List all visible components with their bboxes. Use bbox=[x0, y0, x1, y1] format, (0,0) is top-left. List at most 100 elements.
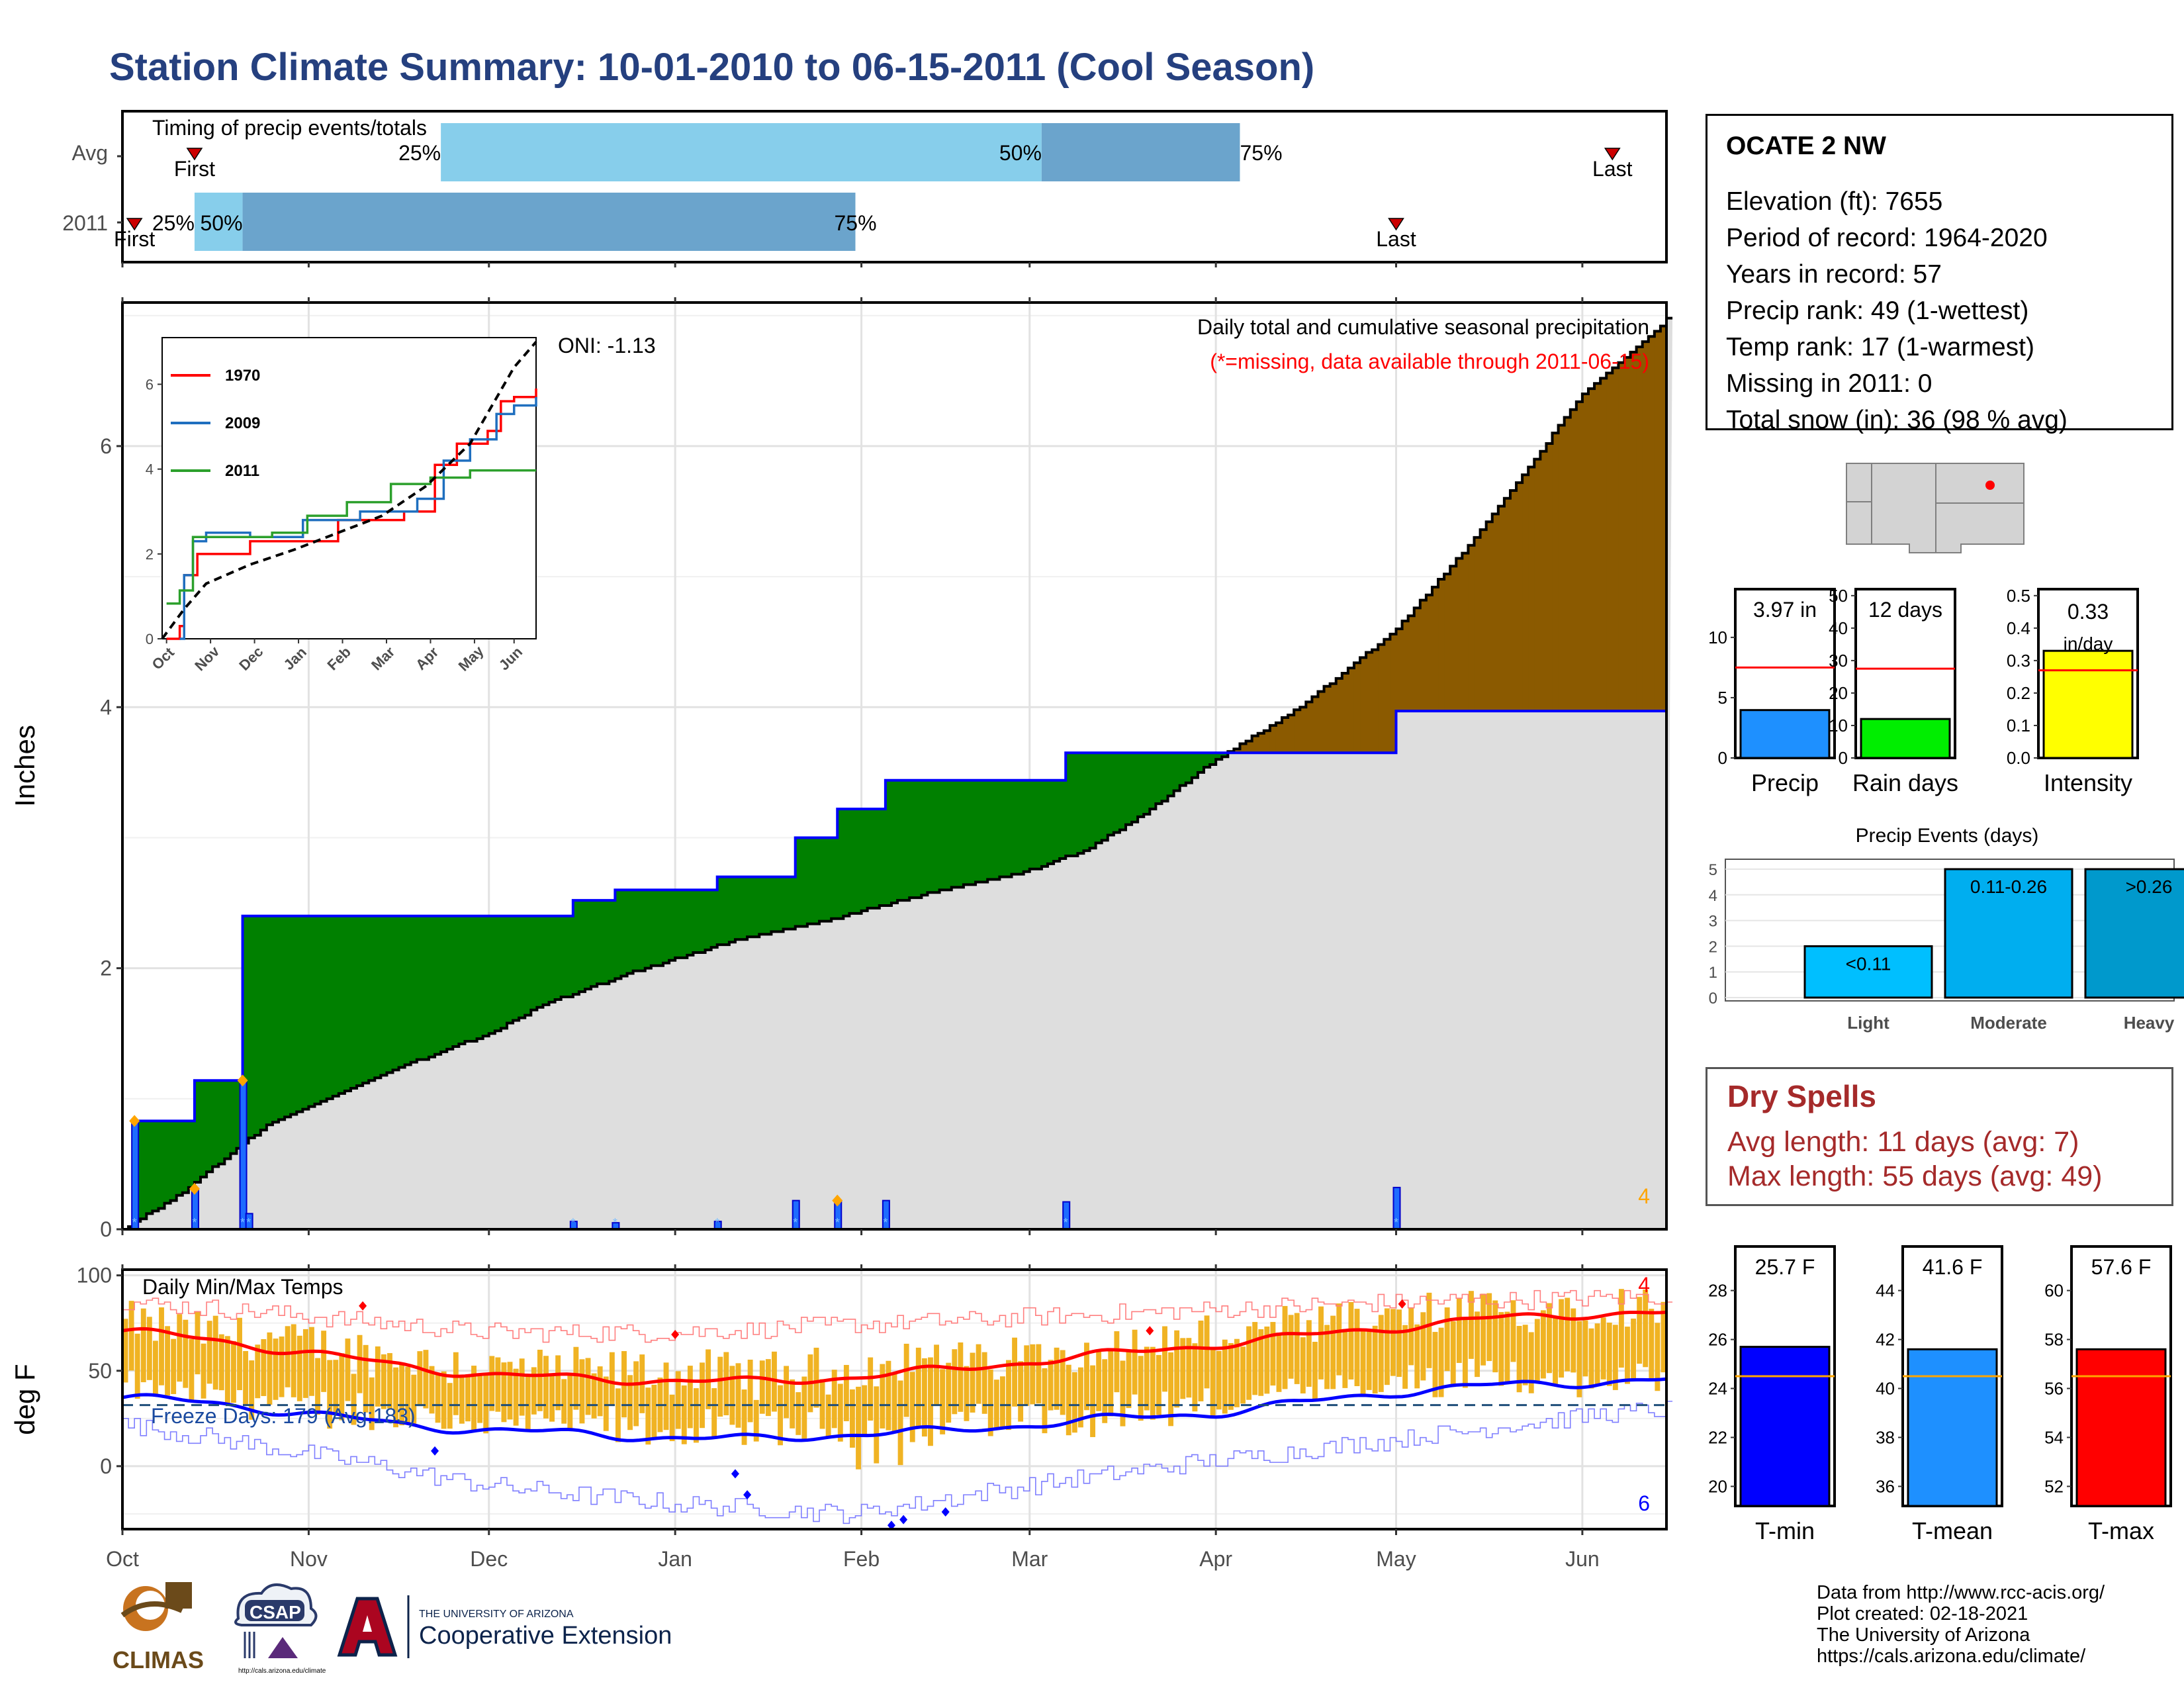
daily-temp-bar bbox=[1036, 1344, 1042, 1404]
daily-temp-bar bbox=[784, 1366, 790, 1419]
above-normal-area bbox=[976, 780, 982, 882]
events-category-label: Light bbox=[1847, 1013, 1889, 1033]
inset-ytick-label: 0 bbox=[146, 631, 154, 647]
below-normal-area bbox=[1636, 347, 1643, 712]
daily-temp-bar bbox=[1606, 1323, 1612, 1386]
avg-50-75-bar bbox=[1041, 123, 1240, 181]
precip-frame bbox=[121, 301, 1668, 1231]
y2011-75-label: 75% bbox=[834, 211, 876, 235]
above-normal-area bbox=[753, 876, 760, 937]
above-normal-area bbox=[326, 915, 334, 1099]
above-normal-area bbox=[176, 1121, 183, 1196]
above-normal-area bbox=[849, 809, 856, 914]
record-low-marker bbox=[899, 1515, 908, 1524]
above-normal-area bbox=[777, 876, 784, 932]
below-normal-area bbox=[1576, 401, 1583, 712]
y2011-last-label: Last bbox=[1376, 227, 1416, 251]
mini-panel-label: T-min bbox=[1755, 1517, 1815, 1544]
daily-temp-bar bbox=[1576, 1321, 1582, 1397]
below-normal-area bbox=[1384, 639, 1391, 753]
inset-series-2011 bbox=[166, 469, 536, 605]
daily-temp-bar bbox=[1547, 1303, 1552, 1374]
daily-temp-bar bbox=[796, 1392, 801, 1435]
above-normal-area bbox=[699, 890, 706, 953]
events-ytick-label: 1 bbox=[1709, 964, 1717, 982]
daily-temp-bar bbox=[1469, 1291, 1474, 1359]
daily-temp-bar bbox=[1456, 1298, 1462, 1363]
daily-temp-bar bbox=[177, 1314, 183, 1382]
daily-temp-bar bbox=[1060, 1350, 1066, 1415]
below-normal-area bbox=[1642, 342, 1649, 712]
daily-temp-bar bbox=[513, 1368, 519, 1426]
above-normal-area bbox=[477, 915, 484, 1039]
below-normal-area bbox=[1353, 663, 1361, 753]
avg-25-label: 25% bbox=[398, 141, 441, 165]
above-normal-area bbox=[885, 780, 892, 906]
daily-temp-bar bbox=[1450, 1321, 1456, 1387]
daily-temp-bar bbox=[393, 1367, 398, 1428]
above-normal-area bbox=[578, 900, 586, 992]
above-normal-area bbox=[338, 915, 345, 1094]
record-precip-marker bbox=[237, 1074, 248, 1087]
above-normal-area bbox=[945, 780, 952, 890]
above-normal-area bbox=[410, 915, 418, 1062]
above-normal-area bbox=[254, 915, 261, 1136]
daily-temp-bar bbox=[940, 1369, 946, 1434]
events-bar-label: <0.11 bbox=[1846, 953, 1891, 974]
daily-temp-bar bbox=[255, 1344, 261, 1399]
below-normal-area bbox=[1414, 608, 1421, 712]
events-ytick-label: 0 bbox=[1709, 990, 1717, 1008]
daily-temp-bar bbox=[886, 1360, 891, 1430]
above-normal-area bbox=[783, 876, 790, 929]
above-normal-area bbox=[741, 876, 748, 940]
daily-temp-bar bbox=[1420, 1312, 1426, 1381]
daily-temp-bar bbox=[296, 1335, 302, 1401]
inset-legend-label: 2011 bbox=[225, 462, 259, 480]
above-normal-area bbox=[669, 890, 676, 961]
above-normal-area bbox=[465, 915, 472, 1042]
below-normal-area bbox=[1486, 522, 1493, 712]
university-of-arizona-logo: THE UNIVERSITY OF ARIZONA Cooperative Ex… bbox=[337, 1595, 672, 1658]
above-normal-area bbox=[1017, 780, 1024, 874]
below-normal-area bbox=[1504, 498, 1511, 712]
above-normal-area bbox=[332, 915, 340, 1096]
events-title: Precip Events (days) bbox=[1856, 825, 2039, 847]
above-normal-area bbox=[279, 915, 285, 1120]
daily-temp-bar bbox=[525, 1376, 531, 1430]
month-xtick-label: Oct bbox=[106, 1547, 139, 1571]
dry-spells-box: Dry Spells Avg length: 11 days (avg: 7) … bbox=[1706, 1067, 2173, 1206]
above-normal-area bbox=[416, 915, 424, 1060]
station-missing: Missing in 2011: 0 bbox=[1726, 369, 1933, 398]
events-bar-label: >0.26 bbox=[2126, 876, 2173, 897]
below-normal-area bbox=[1426, 594, 1433, 712]
daily-temp-bar bbox=[1270, 1322, 1276, 1386]
y2011-last-marker bbox=[1388, 218, 1404, 231]
below-normal-area bbox=[1498, 506, 1505, 712]
daily-temp-bar bbox=[315, 1358, 320, 1415]
mini-panel-bar bbox=[1739, 1346, 1831, 1507]
daily-temp-bar bbox=[843, 1364, 849, 1421]
daily-temp-bar bbox=[999, 1376, 1005, 1427]
daily-temp-bar bbox=[1077, 1367, 1083, 1428]
above-normal-area bbox=[513, 915, 520, 1021]
below-normal-area bbox=[1546, 443, 1553, 712]
temp-ytick-label: 100 bbox=[77, 1264, 112, 1288]
above-normal-area bbox=[201, 1080, 207, 1178]
daily-temp-bar bbox=[357, 1335, 363, 1393]
above-normal-area bbox=[759, 876, 766, 935]
daily-temp-bar bbox=[1132, 1329, 1138, 1395]
daily-temp-bar bbox=[1018, 1361, 1024, 1422]
above-normal-area bbox=[459, 915, 466, 1044]
above-normal-area bbox=[693, 890, 700, 953]
above-normal-area bbox=[212, 1080, 219, 1167]
daily-temp-bar bbox=[903, 1343, 909, 1417]
precip-ytick-label: 0 bbox=[100, 1217, 112, 1241]
inset-ytick-label: 4 bbox=[146, 461, 154, 478]
daily-temp-bar bbox=[140, 1308, 146, 1383]
below-normal-area bbox=[1540, 451, 1547, 712]
above-normal-area bbox=[537, 915, 544, 1008]
daily-temp-bar bbox=[363, 1344, 369, 1413]
above-normal-area bbox=[387, 915, 394, 1073]
daily-temp-bar bbox=[128, 1301, 134, 1371]
daily-temp-bar bbox=[891, 1372, 897, 1433]
